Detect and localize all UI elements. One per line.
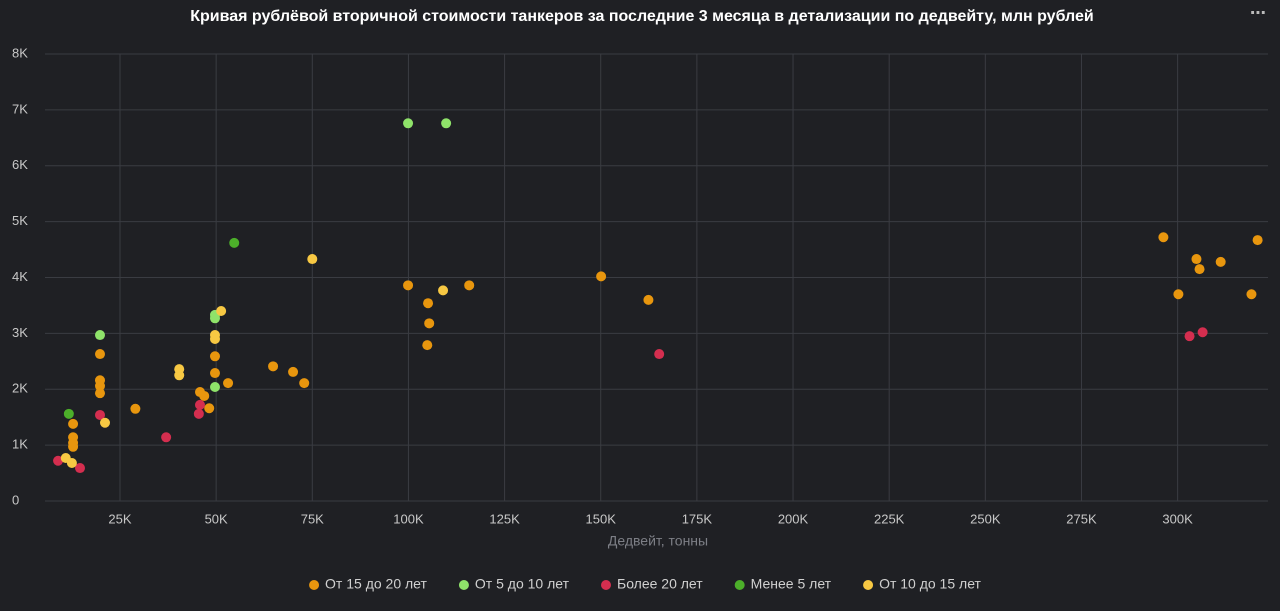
point bbox=[643, 294, 654, 305]
point bbox=[209, 313, 220, 324]
point bbox=[99, 417, 110, 428]
point bbox=[268, 361, 279, 372]
point bbox=[422, 340, 433, 351]
point bbox=[209, 368, 220, 379]
point bbox=[441, 118, 452, 129]
y-tick-label: 3K bbox=[12, 325, 28, 340]
point bbox=[94, 349, 105, 360]
point bbox=[216, 306, 227, 317]
point bbox=[63, 408, 74, 419]
x-tick-label: 100K bbox=[393, 511, 424, 526]
x-tick-label: 75K bbox=[301, 511, 324, 526]
point bbox=[229, 237, 240, 248]
x-tick-label: 175K bbox=[682, 511, 713, 526]
x-tick-label: 25K bbox=[108, 511, 131, 526]
point bbox=[199, 390, 210, 401]
point bbox=[1184, 331, 1195, 342]
point bbox=[1197, 327, 1208, 338]
legend-label: Менее 5 лет bbox=[751, 576, 832, 592]
point bbox=[94, 388, 105, 399]
point bbox=[654, 349, 665, 360]
y-tick-label: 2K bbox=[12, 381, 28, 396]
y-tick-label: 1K bbox=[12, 437, 28, 452]
point bbox=[204, 403, 215, 414]
point bbox=[223, 378, 234, 389]
point bbox=[68, 418, 79, 429]
x-tick-label: 150K bbox=[586, 511, 617, 526]
x-tick-label: 275K bbox=[1066, 511, 1097, 526]
point bbox=[209, 382, 220, 393]
point bbox=[423, 298, 434, 309]
point bbox=[307, 254, 318, 265]
legend-label: Более 20 лет bbox=[617, 576, 703, 592]
point bbox=[1158, 232, 1169, 243]
point bbox=[194, 399, 205, 410]
point bbox=[424, 318, 435, 329]
point bbox=[68, 441, 79, 452]
x-tick-label: 50K bbox=[205, 511, 228, 526]
y-tick-label: 5K bbox=[12, 213, 28, 228]
x-tick-label: 125K bbox=[489, 511, 520, 526]
point bbox=[464, 280, 475, 291]
point bbox=[1173, 289, 1184, 300]
legend-label: От 10 до 15 лет bbox=[879, 576, 981, 592]
x-tick-label: 225K bbox=[874, 511, 905, 526]
point bbox=[438, 285, 449, 296]
point bbox=[299, 378, 310, 389]
point bbox=[53, 455, 64, 466]
y-tick-label: 7K bbox=[12, 101, 28, 116]
legend-marker bbox=[863, 580, 874, 590]
y-tick-label: 4K bbox=[12, 269, 28, 284]
point bbox=[1194, 264, 1205, 275]
point bbox=[74, 463, 85, 474]
chart-title: Кривая рублёвой вторичной стоимости танк… bbox=[190, 8, 1093, 25]
menu-button[interactable]: ⋯ bbox=[1250, 5, 1266, 22]
point bbox=[1246, 289, 1257, 300]
point bbox=[130, 403, 141, 414]
x-tick-label: 300K bbox=[1162, 511, 1193, 526]
legend-marker bbox=[309, 580, 320, 590]
legend-marker bbox=[734, 580, 745, 590]
point bbox=[66, 458, 77, 469]
legend-marker bbox=[458, 580, 469, 590]
point bbox=[403, 280, 414, 291]
legend-marker bbox=[601, 580, 612, 590]
x-tick-label: 250K bbox=[970, 511, 1001, 526]
y-tick-label: 6K bbox=[12, 157, 28, 172]
x-axis-title: Дедвейт, тонны bbox=[608, 533, 708, 549]
legend-label: От 15 до 20 лет bbox=[325, 576, 427, 592]
point bbox=[1215, 256, 1226, 267]
point bbox=[193, 408, 204, 419]
point bbox=[403, 118, 414, 129]
point bbox=[1191, 254, 1202, 265]
y-tick-label: 0 bbox=[12, 492, 19, 507]
point bbox=[209, 333, 220, 344]
point bbox=[174, 370, 185, 381]
legend-label: От 5 до 10 лет bbox=[475, 576, 570, 592]
point bbox=[596, 271, 607, 282]
point bbox=[94, 380, 105, 391]
point bbox=[161, 432, 172, 443]
y-tick-label: 8K bbox=[12, 45, 28, 60]
point bbox=[1252, 235, 1263, 246]
x-tick-label: 200K bbox=[778, 511, 809, 526]
point bbox=[209, 351, 220, 362]
point bbox=[288, 366, 299, 377]
point bbox=[94, 409, 105, 420]
point bbox=[94, 330, 105, 341]
